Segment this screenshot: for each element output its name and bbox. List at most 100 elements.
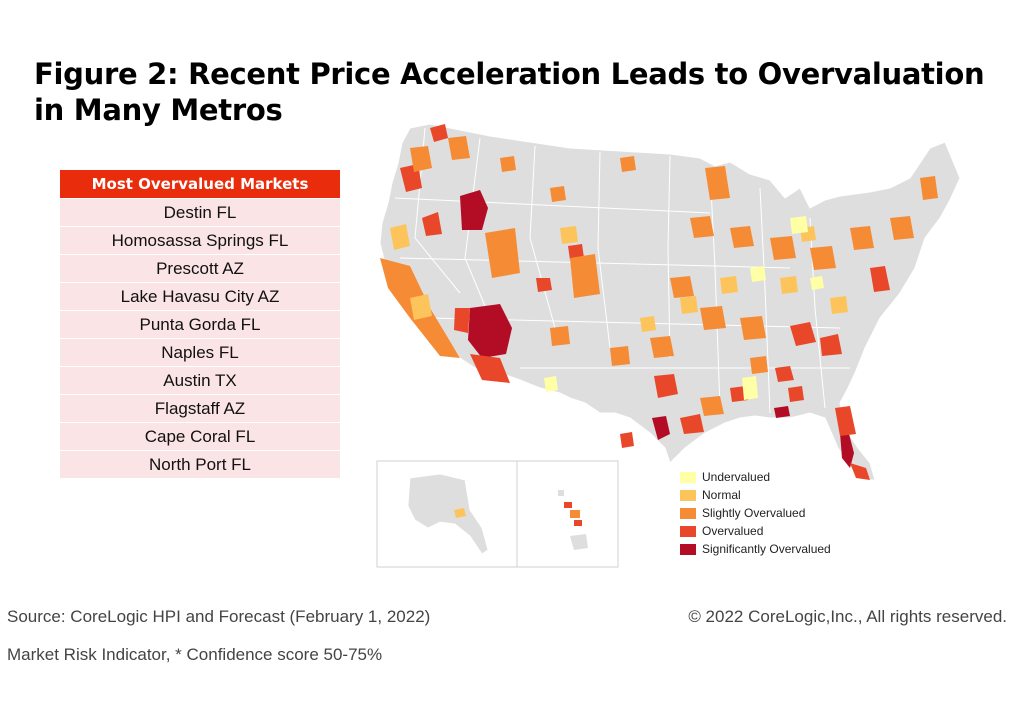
hawaii-island	[570, 510, 580, 518]
legend-item: Significantly Overvalued	[680, 540, 831, 558]
metro-region	[742, 376, 758, 400]
metro-region	[840, 430, 854, 468]
legend-label: Overvalued	[702, 524, 764, 538]
table-row: Flagstaff AZ	[60, 394, 340, 422]
hawaii-island	[564, 502, 572, 508]
metro-region	[810, 276, 824, 290]
metro-region	[774, 406, 790, 418]
metro-region	[700, 306, 726, 330]
metro-region	[610, 346, 630, 366]
overvalued-markets-table: Most Overvalued Markets Destin FL Homosa…	[60, 170, 340, 478]
legend-swatch	[680, 471, 696, 483]
table-row: Prescott AZ	[60, 254, 340, 282]
table-row: Homosassa Springs FL	[60, 226, 340, 254]
metro-region	[550, 326, 570, 346]
metro-region	[750, 266, 766, 282]
metro-region	[390, 224, 410, 250]
table-header: Most Overvalued Markets	[60, 170, 340, 198]
metro-region	[410, 146, 432, 172]
metro-region	[835, 406, 856, 436]
table-row: Punta Gorda FL	[60, 310, 340, 338]
hawaii-island	[558, 490, 564, 496]
metro-region	[810, 246, 836, 270]
legend-swatch	[680, 507, 696, 519]
metro-region	[410, 294, 432, 320]
legend-item: Undervalued	[680, 468, 831, 486]
indicator-note: Market Risk Indicator, * Confidence scor…	[7, 645, 383, 664]
us-metro-map	[370, 118, 970, 578]
metro-region	[920, 176, 938, 200]
legend-label: Significantly Overvalued	[702, 542, 831, 556]
metro-region	[680, 414, 704, 434]
metro-region	[568, 244, 584, 260]
table-row: North Port FL	[60, 450, 340, 478]
table-row: Austin TX	[60, 366, 340, 394]
legend-label: Normal	[702, 488, 741, 502]
metro-region	[620, 432, 634, 448]
hawaii-island	[574, 520, 582, 526]
map-svg	[376, 123, 961, 568]
legend-swatch	[680, 543, 696, 555]
metro-region	[670, 276, 694, 298]
metro-region	[652, 416, 670, 440]
metro-region	[788, 386, 804, 402]
metro-region	[870, 266, 890, 292]
metro-region	[550, 186, 566, 202]
metro-region	[790, 216, 808, 234]
hawaii-island	[570, 534, 588, 550]
metro-region	[820, 334, 842, 356]
table-row: Naples FL	[60, 338, 340, 366]
metro-region	[850, 226, 874, 250]
metro-region	[690, 216, 714, 238]
figure-title: Figure 2: Recent Price Acceleration Lead…	[34, 57, 985, 127]
metro-region	[454, 308, 470, 333]
metro-region	[454, 508, 466, 518]
metro-region	[680, 296, 698, 314]
metro-region	[485, 228, 520, 278]
metro-region	[770, 236, 796, 260]
metro-region	[500, 156, 516, 172]
metro-region	[468, 304, 512, 358]
metro-region	[740, 316, 766, 340]
metro-region	[720, 276, 738, 294]
metro-region	[460, 190, 488, 230]
metro-region	[705, 166, 730, 200]
metro-region	[750, 356, 768, 374]
legend-swatch	[680, 525, 696, 537]
metro-region	[654, 374, 678, 398]
metro-region	[448, 136, 470, 160]
metro-region	[890, 216, 914, 240]
legend-label: Undervalued	[702, 470, 771, 484]
metro-region	[536, 278, 552, 292]
metro-region	[570, 254, 600, 298]
metro-region	[830, 296, 848, 314]
metro-region	[730, 226, 754, 248]
map-legend: Undervalued Normal Slightly Overvalued O…	[680, 468, 831, 558]
metro-areas	[380, 124, 938, 480]
metro-region	[560, 226, 578, 244]
metro-region	[790, 322, 816, 346]
metro-region	[640, 316, 656, 332]
legend-item: Normal	[680, 486, 831, 504]
legend-item: Slightly Overvalued	[680, 504, 831, 522]
state-borders	[394, 127, 850, 414]
legend-label: Slightly Overvalued	[702, 506, 806, 520]
alaska-shape	[407, 473, 489, 555]
metro-region	[620, 156, 636, 172]
copyright-note: © 2022 CoreLogic,Inc., All rights reserv…	[688, 607, 1007, 626]
metro-region	[470, 354, 510, 383]
source-note: Source: CoreLogic HPI and Forecast (Febr…	[7, 607, 431, 626]
metro-region	[775, 366, 794, 382]
table-row: Cape Coral FL	[60, 422, 340, 450]
metro-region	[700, 396, 724, 416]
metro-region	[650, 336, 674, 358]
table-row: Destin FL	[60, 198, 340, 226]
legend-swatch	[680, 489, 696, 501]
table-row: Lake Havasu City AZ	[60, 282, 340, 310]
metro-region	[850, 463, 870, 480]
legend-item: Overvalued	[680, 522, 831, 540]
metro-region	[780, 276, 798, 294]
metro-region	[430, 124, 448, 142]
metro-region	[422, 212, 442, 236]
metro-region	[544, 376, 558, 392]
